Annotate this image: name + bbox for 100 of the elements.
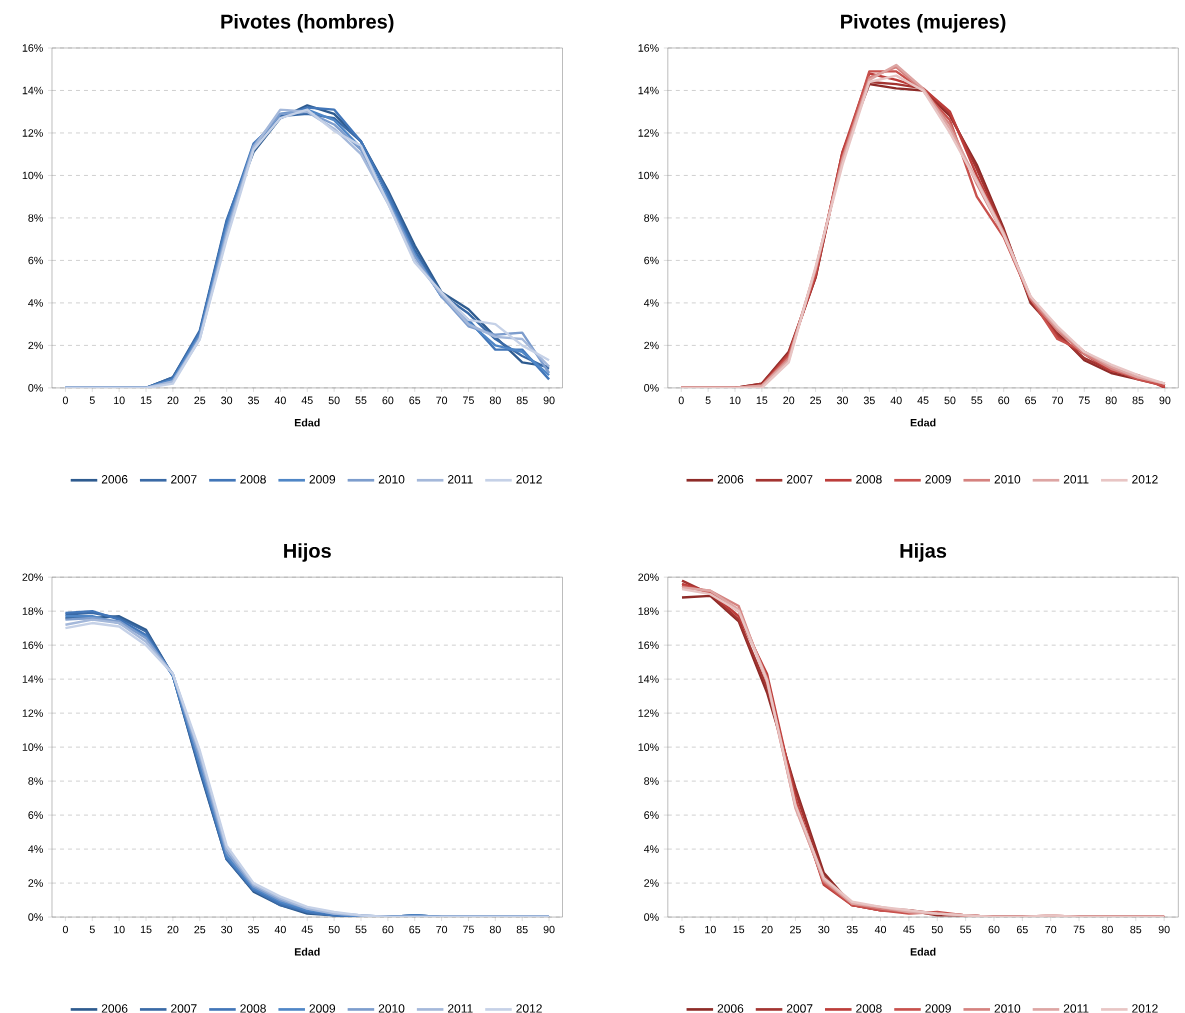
x-tick-label: 0 (62, 396, 68, 405)
y-tick-label: 14% (638, 675, 659, 683)
y-tick-label: 8% (28, 777, 43, 785)
x-tick-label: 80 (489, 925, 501, 934)
y-tick-label: 4% (28, 845, 43, 853)
y-tick-label: 18% (22, 607, 43, 615)
y-tick-label: 8% (28, 214, 43, 222)
x-tick-label: 30 (221, 925, 233, 934)
x-tick-label: 85 (1130, 925, 1142, 934)
x-tick-label: 65 (1025, 396, 1037, 405)
x-tick-label: 10 (729, 396, 741, 405)
x-tick-label: 55 (355, 925, 367, 934)
x-tick-label: 40 (890, 396, 902, 405)
y-tick-label: 12% (22, 709, 43, 717)
x-tick-label: 25 (790, 925, 801, 934)
x-tick-label: 55 (355, 396, 367, 405)
x-tick-label: 45 (301, 396, 313, 405)
x-tick-label: 90 (543, 396, 555, 405)
x-axis-title: Edad (910, 418, 936, 427)
x-tick-label: 75 (1073, 925, 1085, 934)
y-tick-label: 4% (28, 299, 43, 307)
legend-label: 2011 (448, 475, 473, 484)
y-tick-label: 8% (644, 777, 659, 785)
legend-label: 2009 (925, 475, 951, 484)
legend-label: 2009 (309, 1004, 336, 1013)
x-tick-label: 10 (705, 925, 716, 934)
x-tick-label: 90 (1158, 925, 1170, 934)
legend-label: 2012 (516, 1004, 542, 1013)
x-tick-label: 5 (705, 396, 711, 405)
y-tick-label: 2% (644, 879, 659, 887)
y-tick-label: 10% (22, 743, 43, 751)
y-tick-label: 0% (644, 384, 659, 392)
legend-label: 2010 (994, 1004, 1021, 1013)
x-tick-label: 50 (931, 925, 943, 934)
legend-label: 2009 (309, 475, 336, 484)
y-tick-label: 8% (644, 214, 659, 222)
x-axis-title: Edad (910, 947, 936, 956)
y-tick-label: 12% (638, 129, 659, 137)
legend-label: 2012 (1132, 475, 1158, 484)
x-tick-label: 80 (1105, 396, 1117, 405)
y-tick-label: 12% (638, 709, 659, 717)
x-tick-label: 45 (903, 925, 915, 934)
x-tick-label: 70 (436, 925, 448, 934)
x-tick-label: 35 (863, 396, 875, 405)
x-tick-label: 25 (810, 396, 822, 405)
legend-label: 2009 (925, 1004, 951, 1013)
x-tick-label: 5 (679, 925, 685, 934)
x-tick-label: 20 (167, 925, 179, 934)
x-tick-label: 30 (221, 396, 233, 405)
x-tick-label: 45 (917, 396, 929, 405)
x-tick-label: 20 (783, 396, 795, 405)
y-tick-label: 4% (643, 299, 659, 307)
y-tick-label: 10% (22, 171, 43, 180)
chart-title: Pivotes (mujeres) (841, 13, 1006, 33)
y-tick-label: 0% (28, 913, 43, 921)
x-tick-label: 85 (516, 396, 528, 405)
x-tick-label: 70 (1052, 396, 1063, 405)
x-tick-label: 65 (409, 925, 421, 934)
x-tick-label: 20 (167, 396, 179, 405)
x-tick-label: 35 (247, 925, 259, 934)
x-axis-title: Edad (294, 947, 320, 956)
legend-label: 2012 (516, 475, 542, 484)
x-tick-label: 60 (998, 396, 1010, 405)
legend-label: 2011 (448, 1004, 473, 1013)
legend-label: 2011 (1063, 1004, 1089, 1013)
y-tick-label: 14% (638, 86, 659, 95)
legend-label: 2007 (171, 475, 197, 484)
y-tick-label: 4% (643, 845, 659, 853)
legend-label: 2011 (1063, 475, 1089, 484)
x-tick-label: 80 (489, 396, 501, 405)
y-tick-label: 0% (644, 913, 659, 921)
x-tick-label: 35 (846, 925, 858, 934)
x-axis-title: Edad (294, 418, 320, 427)
legend-label: 2010 (378, 1004, 405, 1013)
x-tick-label: 80 (1101, 925, 1113, 934)
x-tick-label: 65 (409, 396, 421, 405)
x-tick-label: 70 (1045, 925, 1057, 934)
legend-label: 2007 (171, 1004, 197, 1013)
y-tick-label: 10% (638, 171, 659, 180)
y-tick-label: 6% (28, 811, 43, 819)
y-tick-label: 18% (638, 607, 659, 615)
y-tick-label: 14% (22, 675, 43, 683)
legend-label: 2012 (1132, 1004, 1158, 1013)
x-tick-label: 60 (382, 925, 394, 934)
x-tick-label: 90 (1159, 396, 1171, 405)
legend-label: 2006 (101, 1004, 128, 1013)
x-tick-label: 35 (247, 396, 259, 405)
y-tick-label: 6% (644, 811, 659, 819)
legend-label: 2010 (378, 475, 405, 484)
x-tick-label: 55 (971, 396, 983, 405)
x-tick-label: 40 (274, 925, 286, 934)
x-tick-label: 85 (516, 925, 528, 934)
x-tick-label: 15 (140, 396, 152, 405)
x-tick-label: 85 (1132, 396, 1144, 405)
x-tick-label: 50 (328, 925, 340, 934)
x-tick-label: 25 (194, 396, 206, 405)
legend-label: 2006 (717, 475, 744, 484)
legend-label: 2010 (994, 475, 1021, 484)
y-tick-label: 2% (644, 341, 659, 350)
y-tick-label: 20% (22, 573, 43, 581)
